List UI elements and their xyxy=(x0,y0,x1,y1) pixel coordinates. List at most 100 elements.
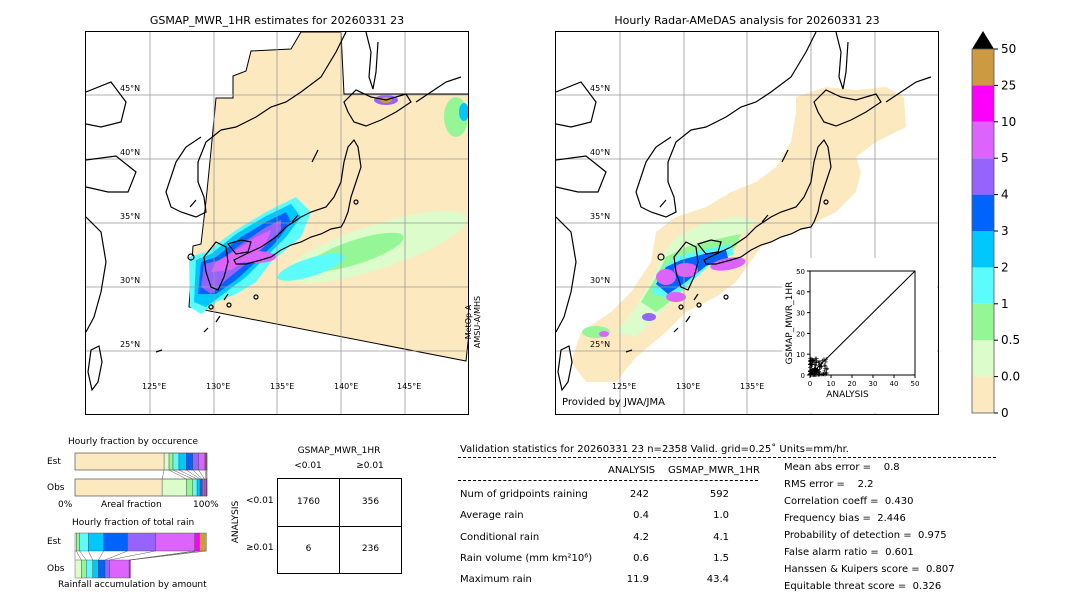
satellite-swath xyxy=(188,32,468,362)
row-header: <0.01 xyxy=(246,496,274,506)
contingency-title: GSMAP_MWR_1HR xyxy=(297,446,381,456)
col-analysis: ANALYSIS xyxy=(608,465,656,476)
colorbar-tick-label: 2 xyxy=(1001,260,1009,274)
bar-link xyxy=(192,469,203,480)
y-tick-label: 10 xyxy=(796,351,805,359)
bar-link xyxy=(98,550,104,561)
sensor-label-line2: AMSU-A/MHS xyxy=(473,295,482,349)
table-cell: 356 xyxy=(361,497,380,507)
sensor-label: MetOp-A AMSU-A/MHS xyxy=(464,292,482,352)
fraction-bars xyxy=(74,452,208,579)
colorbar-tick-label: 3 xyxy=(1001,224,1009,238)
row-label-est: Est xyxy=(47,457,61,467)
bar-link xyxy=(87,550,94,561)
rain-obs-segment xyxy=(81,559,87,579)
scatter-point xyxy=(811,372,816,377)
axis-label: Areal fraction xyxy=(101,500,162,510)
occurrence-est-segment xyxy=(172,452,180,471)
colorbar-segment xyxy=(972,376,994,413)
score-line: False alarm ratio = 0.601 xyxy=(784,547,914,558)
row-label-obs: Obs xyxy=(47,483,65,493)
lon-label: 135°E xyxy=(740,382,765,391)
lon-label: 130°E xyxy=(676,382,701,391)
stat-gsmap-value: 1.0 xyxy=(713,510,729,522)
occurrence-obs-segment xyxy=(161,478,187,497)
x-tick-label: 0 xyxy=(808,380,812,388)
colorbar-tick-label: 0 xyxy=(1001,406,1009,420)
colorbar-segment xyxy=(972,158,994,195)
colorbar: 0 0.01 0.5 1 2 3 4 5 10 25 50 xyxy=(971,31,1020,420)
lon-label: 145°E xyxy=(397,382,422,391)
occurrence-obs-segment xyxy=(196,478,201,497)
scatter-point xyxy=(813,363,818,368)
axis-label: Rainfall accumulation by amount xyxy=(58,580,207,590)
rain-est-segment xyxy=(194,532,200,552)
scatter-point xyxy=(823,372,828,377)
scatter-point xyxy=(818,364,823,369)
lat-label: 40°N xyxy=(590,148,611,157)
colorbar-segment xyxy=(972,85,994,122)
stat-analysis-value: 0.6 xyxy=(633,552,649,564)
colorbar-segment xyxy=(972,340,994,377)
bar-link xyxy=(161,469,165,480)
scatter-point xyxy=(811,358,816,363)
map1-title: GSMAP_MWR_1HR estimates for 20260331 23 xyxy=(149,14,405,27)
bar-link xyxy=(109,550,156,561)
axis-min-label: 0% xyxy=(58,500,73,510)
table-cell: 236 xyxy=(361,544,380,554)
occurrence-obs-segment xyxy=(204,478,207,497)
stat-label: Conditional rain xyxy=(460,531,540,543)
colorbar-segment xyxy=(972,303,994,341)
col-header: <0.01 xyxy=(294,461,322,471)
stat-analysis-value: 4.2 xyxy=(633,531,649,543)
map2-title: Hourly Radar-AMeDAS analysis for 2026033… xyxy=(614,14,880,27)
lat-label: 35°N xyxy=(590,212,611,221)
rain-obs-segment xyxy=(98,559,106,579)
stat-gsmap-value: 592 xyxy=(709,489,729,500)
lat-label: 40°N xyxy=(120,148,141,157)
row-header: ≥0.01 xyxy=(246,543,274,553)
rain-obs-segment xyxy=(104,559,110,579)
colorbar-segment xyxy=(972,121,994,159)
row-label-est: Est xyxy=(47,537,61,547)
scatter-point xyxy=(817,372,822,377)
occurrence-obs-segment xyxy=(74,478,163,497)
lat-label: 35°N xyxy=(120,212,141,221)
bar-frame xyxy=(74,452,208,471)
scatter-point xyxy=(810,358,815,363)
bar-link xyxy=(76,550,82,561)
scatter-point xyxy=(822,363,827,368)
occurrence-est-segment xyxy=(192,452,199,471)
y-tick-label: 0 xyxy=(801,372,805,380)
total-rain-title: Hourly fraction of total rain xyxy=(72,518,195,528)
scatter-point xyxy=(812,367,817,372)
one-to-one-line xyxy=(809,270,916,376)
colorbar-extend-arrow xyxy=(972,31,994,49)
stats-title: Validation statistics for 20260331 23 n=… xyxy=(460,444,849,455)
col-gsmap: GSMAP_MWR_1HR xyxy=(668,465,760,476)
score-line: Probability of detection = 0.975 xyxy=(784,530,947,541)
scatter-point xyxy=(813,366,818,371)
rain-est-segment xyxy=(155,532,195,552)
occurrence-est-segment xyxy=(163,452,170,471)
colorbar-segment xyxy=(972,267,994,304)
colorbar-tick-label: 10 xyxy=(1001,115,1016,129)
x-axis-label: ANALYSIS xyxy=(826,390,869,400)
bar-link xyxy=(186,469,201,480)
divider xyxy=(458,457,996,458)
lat-label: 45°N xyxy=(120,84,141,93)
y-tick-label: 20 xyxy=(796,330,805,338)
rain-obs-segment xyxy=(74,559,82,579)
occurrence-obs-segment xyxy=(192,478,198,497)
score-line: Hanssen & Kuipers score = 0.807 xyxy=(784,564,955,575)
stat-gsmap-value: 43.4 xyxy=(706,574,729,586)
stat-label: Num of gridpoints raining xyxy=(460,489,588,500)
rain-obs-segment xyxy=(92,559,99,579)
col-header: ≥0.01 xyxy=(356,461,384,471)
x-tick-label: 20 xyxy=(848,380,857,388)
gsmap-map-canvas xyxy=(86,32,468,414)
rain-obs-segment xyxy=(86,559,94,579)
stat-analysis-value: 242 xyxy=(629,489,649,500)
stat-label: Maximum rain xyxy=(460,574,532,586)
lat-label: 30°N xyxy=(590,276,611,285)
